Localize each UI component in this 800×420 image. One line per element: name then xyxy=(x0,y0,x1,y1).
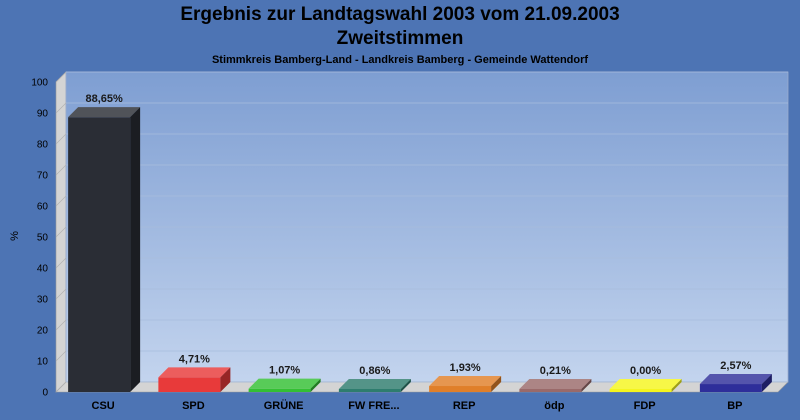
bar-top xyxy=(519,379,592,389)
bar-top xyxy=(338,379,411,389)
grid-line-side xyxy=(55,102,67,114)
y-tick-label: 50 xyxy=(37,233,49,244)
grid-line-side xyxy=(55,257,67,269)
grid-line-side xyxy=(55,133,67,145)
x-tick-label: SPD xyxy=(182,400,205,412)
y-tick-label: 20 xyxy=(37,326,49,337)
data-label: 1,93% xyxy=(450,362,481,374)
bar xyxy=(519,379,592,392)
bar-side xyxy=(310,378,321,392)
bar-side xyxy=(400,379,411,392)
grid-line-side xyxy=(55,71,67,83)
x-tick-label: BP xyxy=(727,400,742,412)
x-tick-label: ödp xyxy=(544,400,564,412)
y-tick-label: 40 xyxy=(37,264,49,275)
y-tick-label: 10 xyxy=(37,357,49,368)
bar-top xyxy=(699,374,772,385)
bar-side xyxy=(671,379,682,392)
bar-top xyxy=(429,376,502,387)
x-tick-label: CSU xyxy=(92,400,115,412)
grid-line-side xyxy=(55,164,67,176)
bar xyxy=(609,379,682,392)
y-tick-label: 90 xyxy=(37,109,49,120)
bar-front xyxy=(158,377,221,392)
x-tick-label: FW FRE... xyxy=(348,400,399,412)
bar-top xyxy=(158,367,231,378)
data-label: 2,57% xyxy=(720,360,751,372)
bar-front xyxy=(248,388,311,392)
bar xyxy=(248,378,321,392)
chart-region-subtitle: Stimmkreis Bamberg-Land - Landkreis Bamb… xyxy=(211,54,589,66)
chart-title: Ergebnis zur Landtagswahl 2003 vom 21.09… xyxy=(180,4,620,25)
x-tick-label: REP xyxy=(453,400,476,412)
data-label: 0,00% xyxy=(630,365,661,377)
bar-side xyxy=(220,367,231,392)
bar-side xyxy=(491,376,502,392)
grid-line-side xyxy=(55,319,67,331)
x-tick-label: FDP xyxy=(634,400,656,412)
bar-front xyxy=(68,117,131,392)
bar-front xyxy=(609,389,672,392)
y-tick-label: 0 xyxy=(42,388,48,399)
grid-line-side xyxy=(55,381,67,393)
bar-front xyxy=(699,384,762,392)
bar-top xyxy=(248,378,321,389)
grid-line-side xyxy=(55,350,67,362)
grid-line-side xyxy=(55,288,67,300)
bar xyxy=(699,374,772,392)
grid-line-side xyxy=(55,195,67,207)
x-tick-label: GRÜNE xyxy=(264,399,304,412)
data-label: 0,21% xyxy=(540,365,571,377)
y-axis-label: % xyxy=(9,231,21,241)
data-label: 4,71% xyxy=(179,353,210,365)
bar-top xyxy=(68,107,141,118)
bar xyxy=(429,376,502,392)
bar-front xyxy=(519,389,582,392)
y-tick-label: 70 xyxy=(37,171,49,182)
bar xyxy=(68,107,141,392)
bar xyxy=(338,379,411,392)
grid-line-side xyxy=(55,226,67,238)
bar-front xyxy=(338,389,401,392)
data-label: 0,86% xyxy=(359,365,390,377)
data-label: 88,65% xyxy=(85,93,123,105)
bar-side xyxy=(761,374,772,392)
bar-side xyxy=(130,107,141,392)
bar-top xyxy=(609,379,682,389)
y-tick-label: 80 xyxy=(37,140,49,151)
bar-side xyxy=(581,379,592,392)
y-tick-label: 30 xyxy=(37,295,49,306)
y-tick-label: 100 xyxy=(31,78,48,89)
bar xyxy=(158,367,231,392)
chart-subtitle: Zweitstimmen xyxy=(336,28,464,49)
bar-front xyxy=(429,386,492,392)
data-label: 1,07% xyxy=(269,365,300,377)
y-tick-label: 60 xyxy=(37,202,49,213)
